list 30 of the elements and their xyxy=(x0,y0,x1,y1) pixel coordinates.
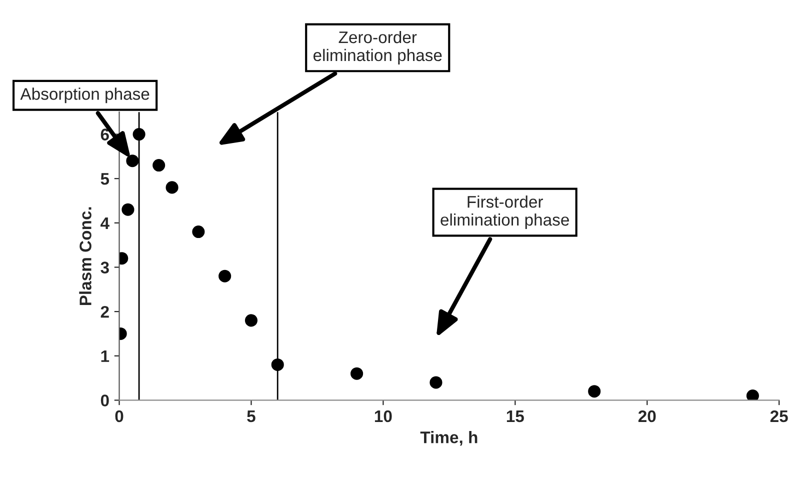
y-axis-title: Plasm Conc. xyxy=(79,207,92,306)
text: Zero-order elimination phase xyxy=(313,30,442,64)
annotation: Absorption phase xyxy=(20,88,150,104)
x-tick-label: 15 xyxy=(506,410,524,422)
x-tick-label: 25 xyxy=(770,410,788,422)
point xyxy=(166,181,178,194)
y-tick-label: 4 xyxy=(100,217,110,229)
x-tick-label: 20 xyxy=(638,410,656,422)
y-tick-label: 3 xyxy=(100,262,109,274)
point xyxy=(122,203,134,216)
point xyxy=(588,385,601,398)
annotation: First-order elimination phase xyxy=(440,196,569,230)
point xyxy=(746,389,759,400)
x-axis-title: Time, h xyxy=(420,431,478,446)
point xyxy=(350,367,364,380)
point xyxy=(132,128,146,141)
point xyxy=(244,314,258,327)
y-tick-label: 1 xyxy=(101,350,110,362)
y-tick-label: 0 xyxy=(100,394,109,406)
point xyxy=(126,154,139,168)
point xyxy=(218,270,232,282)
point xyxy=(152,159,166,172)
y-tick-label: 5 xyxy=(100,173,110,185)
x-tick-label: 5 xyxy=(247,410,256,422)
x-tick-label: 10 xyxy=(374,410,392,422)
x-tick-label: 0 xyxy=(115,410,124,422)
y-tick-label: 2 xyxy=(100,306,109,318)
point xyxy=(192,225,205,238)
y-tick-label: 6 xyxy=(100,128,109,140)
point xyxy=(430,376,442,389)
